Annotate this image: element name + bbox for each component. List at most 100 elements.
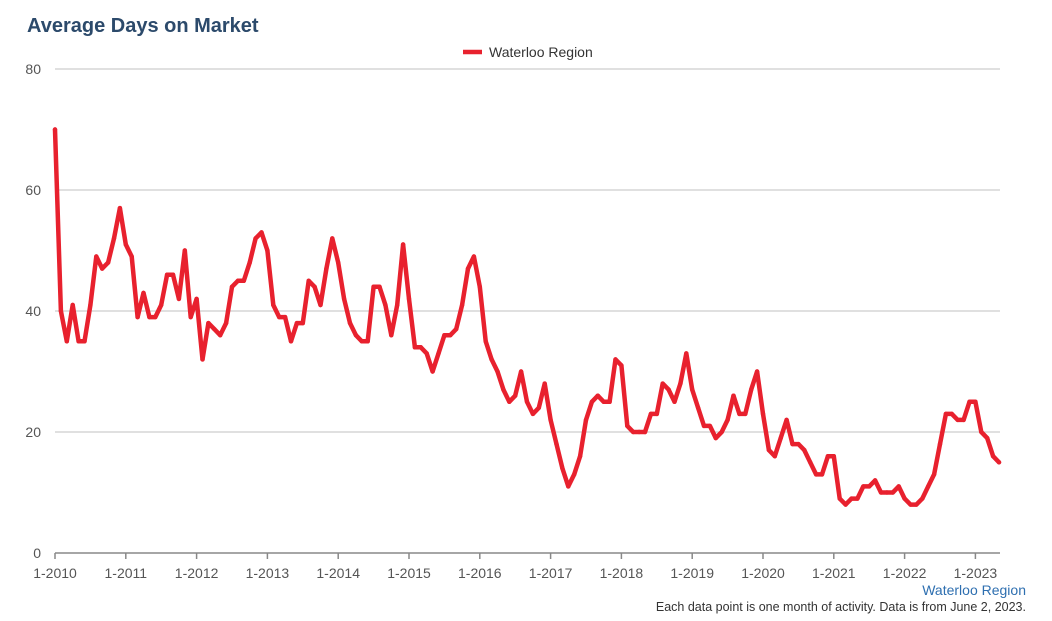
data-point	[253, 236, 258, 241]
data-point	[636, 429, 642, 435]
data-point	[318, 302, 323, 308]
data-point	[471, 254, 477, 259]
data-point	[406, 296, 412, 302]
data-point	[100, 266, 105, 271]
data-point	[371, 284, 376, 289]
data-point	[979, 429, 984, 435]
series-line	[52, 127, 1002, 507]
data-point	[672, 399, 677, 404]
data-point	[631, 429, 636, 435]
data-point	[813, 472, 819, 477]
data-point	[589, 399, 595, 404]
data-point	[170, 272, 176, 277]
data-point	[507, 399, 512, 404]
source-label: Waterloo Region	[922, 582, 1026, 598]
data-point	[719, 429, 724, 435]
data-point	[967, 399, 972, 404]
data-point	[867, 484, 872, 489]
data-point	[247, 260, 252, 265]
data-point	[536, 405, 541, 410]
data-point	[347, 320, 353, 326]
data-point	[843, 502, 848, 507]
x-tick-label: 1-2022	[883, 565, 927, 581]
data-point	[88, 302, 93, 308]
data-point	[336, 260, 341, 265]
data-point	[383, 302, 388, 308]
data-point	[996, 460, 1002, 465]
data-point	[760, 411, 766, 417]
x-tick-label: 1-2023	[954, 565, 998, 581]
data-point	[690, 387, 695, 392]
data-point	[147, 314, 152, 320]
data-point	[330, 236, 335, 241]
data-point	[353, 333, 359, 338]
data-point	[825, 454, 831, 459]
data-point	[796, 441, 801, 447]
data-point	[566, 484, 571, 489]
x-tick-label: 1-2016	[458, 565, 502, 581]
legend-label: Waterloo Region	[489, 44, 593, 60]
data-point	[111, 236, 117, 241]
x-tick-label: 1-2010	[33, 565, 77, 581]
data-point	[884, 490, 890, 495]
data-point	[359, 339, 364, 344]
data-point	[990, 454, 996, 459]
data-point	[212, 326, 217, 332]
x-tick-label: 1-2018	[600, 565, 644, 581]
data-point	[707, 423, 713, 429]
data-point	[861, 484, 866, 489]
y-tick-label: 40	[25, 303, 41, 319]
data-point	[914, 502, 919, 507]
data-point	[389, 333, 394, 338]
data-point	[82, 339, 87, 344]
data-point	[778, 435, 783, 441]
data-point	[282, 314, 288, 320]
data-point	[554, 441, 559, 447]
data-point	[105, 260, 111, 265]
data-point	[524, 399, 530, 404]
data-point	[300, 320, 305, 326]
x-tick-label: 1-2021	[812, 565, 856, 581]
data-point	[194, 296, 199, 302]
data-point	[772, 454, 777, 459]
x-tick-label: 1-2017	[529, 565, 573, 581]
x-tick-label: 1-2012	[175, 565, 219, 581]
data-point	[701, 423, 707, 429]
data-point	[418, 345, 423, 350]
data-point	[341, 296, 347, 302]
data-point	[684, 351, 689, 356]
data-point	[749, 387, 754, 392]
data-point	[442, 333, 447, 338]
x-tick-label: 1-2020	[741, 565, 785, 581]
data-point	[607, 399, 612, 404]
data-point	[642, 429, 648, 435]
data-point	[436, 351, 441, 356]
data-point	[654, 411, 659, 417]
data-point	[58, 308, 64, 314]
data-point	[872, 478, 878, 483]
data-point	[937, 441, 943, 447]
data-point	[583, 417, 589, 423]
data-point	[931, 472, 937, 477]
data-point	[678, 381, 683, 386]
x-tick-label: 1-2014	[316, 565, 360, 581]
data-point	[259, 230, 264, 235]
data-point	[235, 278, 241, 283]
data-point	[743, 411, 748, 417]
data-point	[265, 248, 270, 253]
y-tick-label: 60	[25, 182, 41, 198]
data-point	[660, 381, 665, 386]
data-point	[695, 405, 701, 410]
data-point	[135, 314, 140, 320]
data-point	[483, 339, 488, 344]
data-point	[448, 333, 453, 338]
data-point	[312, 284, 317, 289]
data-point	[949, 411, 954, 417]
data-point	[465, 266, 471, 271]
data-point	[164, 272, 170, 277]
data-point	[920, 496, 925, 501]
data-point	[459, 302, 465, 308]
x-tick-label: 1-2011	[105, 565, 148, 581]
data-point	[908, 502, 913, 507]
x-tick-label: 1-2013	[246, 565, 290, 581]
